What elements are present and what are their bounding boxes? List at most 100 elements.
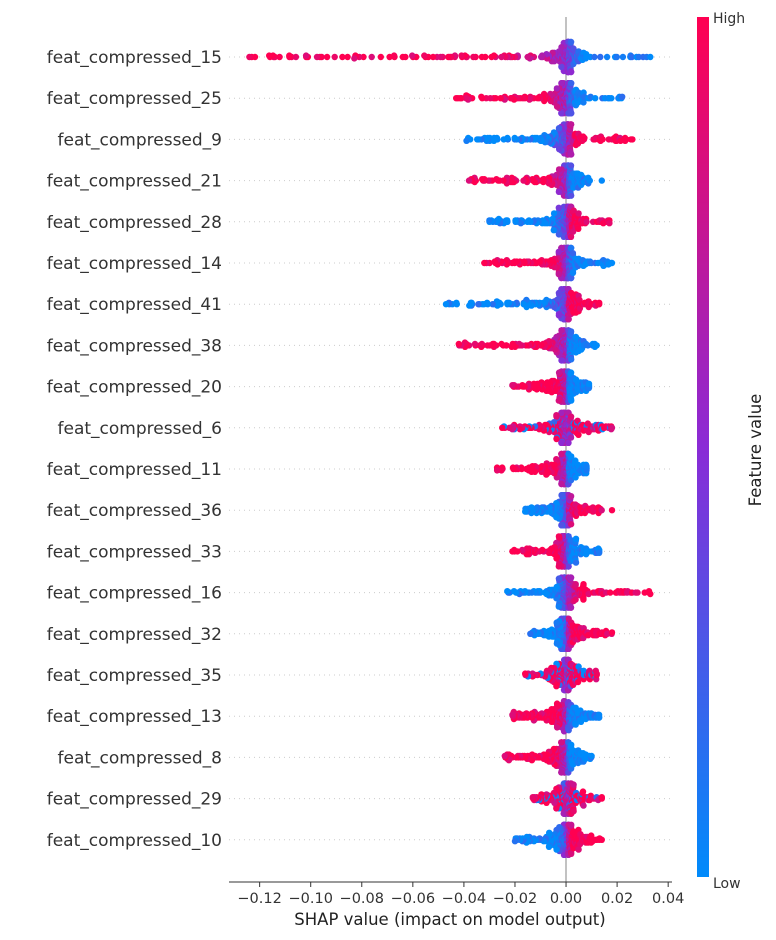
shap-point bbox=[524, 218, 531, 225]
shap-point bbox=[568, 274, 575, 282]
shap-point bbox=[603, 53, 611, 61]
shap-point bbox=[455, 340, 462, 348]
shap-point bbox=[331, 53, 338, 61]
shap-point bbox=[550, 210, 558, 217]
shap-point bbox=[569, 250, 577, 257]
shap-point bbox=[527, 630, 534, 637]
shap-point bbox=[445, 53, 452, 61]
shap-point bbox=[567, 493, 575, 500]
shap-point bbox=[276, 53, 283, 61]
shap-point bbox=[623, 136, 630, 143]
shap-point bbox=[567, 38, 575, 46]
shap-point bbox=[538, 53, 545, 61]
shap-point bbox=[555, 397, 562, 404]
shap-point bbox=[458, 52, 465, 59]
shap-point bbox=[607, 589, 614, 596]
shap-point bbox=[553, 640, 561, 647]
shap-point bbox=[509, 464, 517, 471]
shap-point bbox=[553, 435, 560, 443]
shap-point bbox=[558, 522, 565, 529]
shap-point bbox=[588, 752, 595, 760]
shap-point bbox=[286, 52, 293, 59]
shap-point bbox=[567, 162, 575, 169]
shap-point bbox=[351, 55, 358, 62]
shap-point bbox=[567, 604, 575, 611]
row-gridlines bbox=[229, 56, 672, 841]
shap-point bbox=[558, 492, 565, 499]
shap-point bbox=[558, 450, 565, 458]
shap-point bbox=[409, 52, 416, 59]
shap-point bbox=[555, 312, 563, 319]
shap-point bbox=[512, 217, 519, 224]
shap-point bbox=[555, 369, 563, 376]
shap-point bbox=[572, 559, 580, 566]
shap-point bbox=[499, 424, 506, 431]
shap-point bbox=[568, 110, 575, 117]
shap-point bbox=[504, 299, 511, 306]
shap-point bbox=[555, 533, 563, 540]
shap-point bbox=[591, 53, 598, 61]
shap-point bbox=[555, 575, 563, 582]
shap-point bbox=[558, 357, 565, 364]
shap-point bbox=[575, 225, 582, 232]
shap-point bbox=[568, 244, 575, 252]
shap-point bbox=[583, 218, 590, 225]
shap-point bbox=[575, 210, 582, 217]
shap-point bbox=[634, 589, 641, 596]
shap-point bbox=[479, 176, 486, 183]
shap-point bbox=[593, 670, 600, 677]
shap-point bbox=[558, 739, 565, 746]
shap-point bbox=[558, 63, 565, 70]
shap-point bbox=[463, 137, 470, 144]
shap-point bbox=[489, 301, 496, 308]
shap-point bbox=[470, 53, 477, 61]
shap-point bbox=[613, 53, 620, 61]
shap-point bbox=[504, 588, 511, 595]
shap-point bbox=[520, 177, 527, 184]
shap-point bbox=[344, 53, 351, 61]
shap-point bbox=[568, 741, 575, 748]
shap-point bbox=[558, 80, 565, 87]
shap-point bbox=[572, 581, 579, 588]
shap-point bbox=[522, 670, 529, 677]
shap-point bbox=[555, 603, 562, 610]
shap-point bbox=[580, 802, 587, 809]
shap-point bbox=[598, 177, 605, 184]
shap-point bbox=[500, 136, 507, 143]
shap-point bbox=[568, 68, 575, 76]
shap-point bbox=[558, 327, 565, 334]
shap-point bbox=[522, 508, 529, 515]
points-layer bbox=[246, 38, 654, 858]
shap-point bbox=[567, 369, 575, 376]
shap-point bbox=[553, 805, 560, 812]
shap-point bbox=[529, 794, 536, 801]
shap-point bbox=[555, 271, 562, 278]
shap-point bbox=[575, 431, 582, 438]
shap-point bbox=[593, 342, 600, 349]
shap-point bbox=[567, 233, 575, 240]
shap-point bbox=[572, 535, 580, 542]
shap-point bbox=[471, 340, 479, 348]
shap-point bbox=[570, 781, 577, 788]
shap-point bbox=[647, 53, 654, 61]
shap-point bbox=[498, 53, 505, 61]
shap-point bbox=[567, 413, 575, 420]
shap-point bbox=[572, 596, 579, 603]
shap-point bbox=[493, 467, 501, 474]
shap-point bbox=[558, 110, 565, 117]
shap-point bbox=[585, 380, 593, 387]
shap-point bbox=[608, 424, 616, 431]
shap-point bbox=[569, 269, 577, 276]
shap-point bbox=[511, 134, 518, 142]
shap-point bbox=[553, 412, 560, 419]
shap-point bbox=[399, 53, 406, 61]
shap-point bbox=[570, 808, 577, 815]
shap-point bbox=[568, 151, 575, 158]
shap-point bbox=[377, 53, 384, 61]
shap-point bbox=[555, 125, 563, 132]
shap-point bbox=[555, 289, 563, 297]
shap-point bbox=[368, 53, 375, 61]
shap-point bbox=[497, 95, 504, 102]
shap-point bbox=[567, 121, 575, 128]
